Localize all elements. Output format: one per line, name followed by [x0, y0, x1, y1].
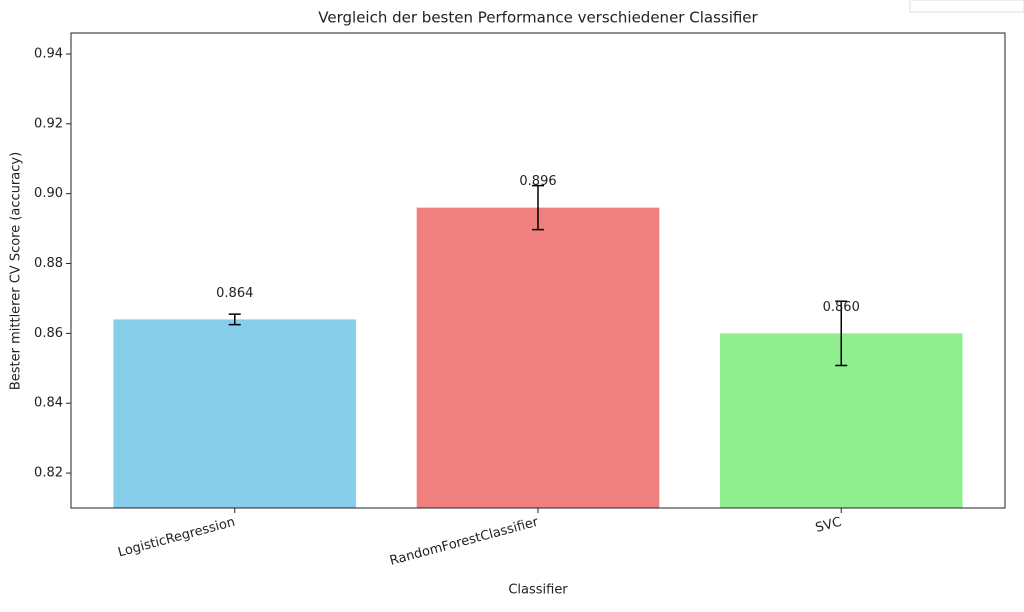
bar [113, 319, 357, 508]
x-tick-label: SVC [814, 515, 843, 536]
bar [416, 207, 660, 508]
y-axis-label: Bester mittlerer CV Score (accuracy) [9, 152, 24, 390]
x-tick-label: LogisticRegression [116, 515, 236, 561]
x-tick-label: RandomForestClassifier [388, 515, 540, 569]
chart-title: Vergleich der besten Performance verschi… [318, 9, 758, 27]
x-axis-label: Classifier [508, 583, 568, 598]
plot-frame [70, 32, 1006, 509]
y-tick-label: 0.92 [34, 116, 63, 131]
y-tick-label: 0.90 [34, 186, 63, 201]
y-tick-label: 0.88 [34, 256, 63, 271]
value-label: 0.896 [519, 174, 556, 189]
y-tick-label: 0.84 [34, 396, 63, 411]
y-tick-label: 0.94 [34, 46, 63, 61]
value-label: 0.864 [216, 286, 253, 301]
corner-widget [909, 0, 1024, 13]
y-tick-label: 0.86 [34, 326, 63, 341]
value-label: 0.860 [823, 300, 860, 315]
y-tick-label: 0.82 [34, 466, 63, 481]
